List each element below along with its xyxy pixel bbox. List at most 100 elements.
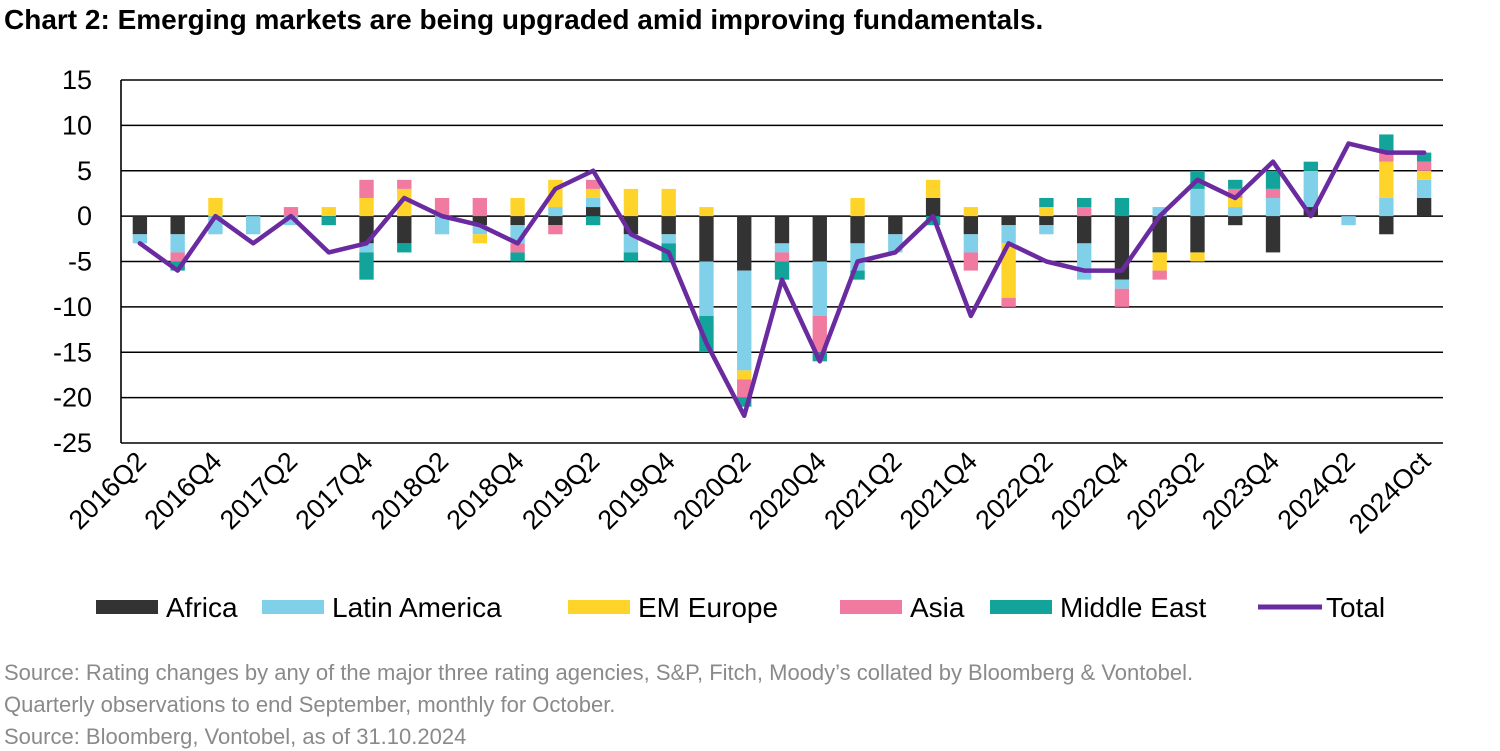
y-tick-label: -25 [53,428,92,458]
x-tick-label: 2021Q4 [894,446,983,535]
source-note-3: Source: Bloomberg, Vontobel, as of 31.10… [4,724,467,749]
bar-asia [1001,297,1016,307]
bar-em-europe [925,179,941,198]
bar-latin-america [1076,243,1092,280]
bar-africa [1001,216,1016,226]
bar-asia [548,225,563,235]
bar-africa [699,216,714,262]
bar-latin-america [585,197,601,208]
legend-label-total: Total [1326,592,1385,623]
legend-swatch-asia [840,600,902,614]
x-tick-label: 2016Q2 [63,446,152,535]
bar-em-europe [1228,197,1243,208]
bar-asia [472,197,488,217]
bar-latin-america [737,270,752,371]
x-tick-label: 2023Q2 [1121,446,1210,535]
bar-asia [963,252,979,271]
bar-africa [661,216,676,235]
y-tick-label: 10 [62,110,92,140]
bar-middle-east [850,270,865,280]
bar-asia [434,197,450,217]
legend-swatch-africa [96,600,158,614]
bar-asia [1114,288,1130,307]
bar-em-europe [472,234,488,244]
bar-africa [963,216,979,235]
total-line-path [137,141,1427,419]
bar-africa [1416,197,1432,217]
y-tick-label: 5 [77,156,92,186]
bar-africa [850,216,865,244]
bars [132,134,1432,407]
bar-em-europe [397,188,412,217]
x-tick-label: 2018Q2 [365,446,454,535]
x-tick-label: 2022Q4 [1045,446,1134,535]
bar-africa [585,207,601,217]
bar-asia [510,243,525,253]
legend-swatch-em-europe [568,600,630,614]
bar-em-europe [1039,207,1054,217]
bar-em-europe [1416,170,1432,180]
bar-africa [774,216,790,244]
x-tick-label: 2023Q4 [1196,446,1285,535]
x-axis-ticks: 2016Q22016Q42017Q22017Q42018Q22018Q42019… [63,446,1437,540]
bar-latin-america [170,234,185,253]
bar-latin-america [1341,216,1356,226]
bar-middle-east [321,216,336,226]
x-tick-label: 2022Q2 [969,446,1058,535]
bar-asia [359,179,374,198]
bar-asia [1076,207,1092,217]
bar-em-europe [699,207,714,217]
bar-em-europe [1152,252,1167,271]
bar-middle-east [1416,152,1432,162]
bar-em-europe [1190,252,1205,262]
legend-swatch-middle-east [990,600,1052,614]
x-tick-label: 2017Q2 [214,446,303,535]
bar-africa [812,216,827,262]
bar-asia [1152,270,1167,280]
x-tick-label: 2019Q2 [516,446,605,535]
bar-africa [132,216,148,235]
bar-asia [774,252,790,262]
y-tick-label: 0 [77,201,92,231]
bar-em-europe [737,370,752,380]
legend-label-asia: Asia [910,592,965,623]
bar-middle-east [170,261,185,271]
bar-africa [1228,216,1243,226]
y-tick-label: 15 [62,65,92,95]
bar-middle-east [774,261,790,280]
bar-asia [1379,152,1394,162]
bar-em-europe [1379,161,1394,198]
bar-latin-america [963,234,979,253]
bar-asia [397,179,412,189]
bar-em-europe [1001,243,1016,298]
bar-middle-east [510,252,525,262]
bar-latin-america [132,234,148,244]
bar-middle-east [1114,197,1130,217]
bar-africa [925,197,941,217]
bar-middle-east [1265,170,1281,189]
bar-latin-america [812,261,827,316]
total-line [137,141,1427,419]
bar-africa [170,216,185,235]
bar-middle-east [1228,179,1243,189]
bar-africa [472,216,488,226]
bar-latin-america [1039,225,1054,235]
bar-asia [1265,188,1281,198]
legend-swatch-latin-america [262,600,324,614]
bar-em-europe [963,207,979,217]
bar-latin-america [283,216,299,226]
bar-africa [548,216,563,226]
bar-em-europe [510,197,525,217]
bar-middle-east [699,315,714,353]
x-tick-label: 2020Q4 [743,446,832,535]
bar-latin-america [1265,197,1281,217]
bar-latin-america [1228,207,1243,217]
bar-africa [1076,216,1092,244]
bar-middle-east [1379,134,1394,153]
source-note-1: Source: Rating changes by any of the maj… [4,660,1194,685]
bar-em-europe [623,188,639,217]
bar-middle-east [623,252,639,262]
y-tick-label: -5 [68,247,92,277]
bar-middle-east [359,252,374,280]
